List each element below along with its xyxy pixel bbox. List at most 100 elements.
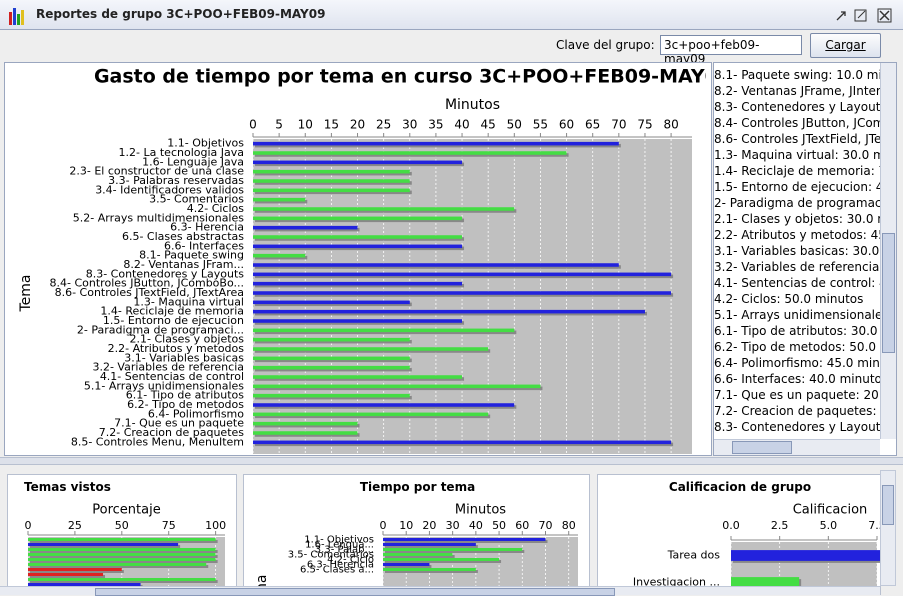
list-item[interactable]: 8.4- Controles JButton, JComb (714, 116, 880, 130)
x-tick-label: 10 (298, 118, 313, 132)
y-tick-label: 1.1- Objetivos (304, 535, 374, 546)
y-tick-label: 5.1- Arrays unidimensionales (84, 379, 244, 392)
y-tick-label: 6.2- Tipo de metodos (127, 398, 244, 411)
list-item[interactable]: 8.2- Ventanas JFrame, JInterna (714, 84, 880, 98)
split-divider[interactable] (0, 457, 903, 465)
bar (253, 309, 645, 314)
y-tick-label: 3.3- Palab... (315, 545, 374, 556)
list-item[interactable]: 6.4- Polimorfismo: 45.0 minuto (714, 356, 880, 370)
x-axis-title: Porcentaje (92, 503, 160, 518)
bar (28, 553, 216, 556)
bar (253, 225, 358, 230)
x-tick-label: 35 (428, 118, 443, 132)
bar-shadow (255, 349, 491, 353)
x-tick-label: 0 (380, 519, 387, 532)
list-item[interactable]: 4.1- Sentencias de control: 40. (714, 276, 880, 290)
bar-shadow (255, 311, 647, 316)
bar (253, 347, 489, 351)
list-item[interactable]: 4.2- Ciclos: 50.0 minutos (714, 292, 864, 306)
list-item[interactable]: 2- Paradigma de programacion (714, 196, 880, 210)
y-tick-label: 6.4- Polimorfismo (148, 407, 244, 420)
group-key-input[interactable]: 3c+poo+feb09-may09 (660, 35, 802, 66)
time-chart: Minutos Tema 0 10 20 30 40 50 60 70 80 1.1- Objetiv… (254, 503, 578, 586)
x-tick-label: 0 (25, 519, 32, 532)
y-tick-label: 4.1- Sentencias de control (100, 370, 244, 383)
x-tick-label: 40 (469, 519, 483, 532)
list-item[interactable]: 3.2- Variables de referencia: 30 (714, 260, 880, 274)
y-tick-label: 6.3- Herencia (170, 221, 244, 234)
list-item[interactable]: 6.6- Interfaces: 40.0 minutos (714, 372, 880, 386)
list-item[interactable]: 7.1- Que es un paquete: 20.0 r (714, 388, 880, 402)
bar (28, 563, 207, 566)
horizontal-scrollbar[interactable] (714, 439, 880, 455)
x-tick-label: 0.0 (722, 519, 740, 532)
bar-shadow (255, 377, 465, 381)
bar-shadow (255, 227, 360, 232)
bar (253, 412, 489, 417)
list-item[interactable]: 2.1- Clases y objetos: 30.0 min (714, 212, 880, 226)
bar-shadow (30, 580, 218, 583)
bar-shadow (255, 153, 569, 157)
bar (253, 281, 463, 286)
bottom-horizontal-scrollbar[interactable] (0, 586, 880, 596)
bar-shadow (255, 237, 465, 241)
bottom-vertical-scrollbar[interactable] (880, 470, 896, 586)
list-item[interactable]: 6.1- Tipo de atributos: 30.0 min (714, 324, 880, 338)
x-tick-label: 40 (454, 118, 469, 132)
bar (253, 319, 463, 323)
list-item[interactable]: 1.5- Entorno de ejecucion: 40.0 (714, 180, 880, 194)
bar-shadow (385, 555, 455, 558)
load-button[interactable]: Cargar (810, 33, 881, 58)
list-item[interactable]: 8.6- Controles JTextField, JTex (714, 132, 880, 146)
x-tick-label: 50 (492, 519, 506, 532)
bar-shadow (30, 550, 218, 553)
panel-title: Tiempo por tema (359, 480, 476, 494)
bar (383, 563, 430, 566)
x-tick-label: 45 (481, 118, 496, 132)
panel-title: Temas vistos (24, 480, 111, 494)
bar (253, 272, 672, 277)
list-item[interactable]: 6.2- Tipo de metodos: 50.0 minu (714, 340, 880, 354)
list-item[interactable]: 8.1- Paquete swing: 10.0 minu (714, 68, 880, 82)
bar-shadow (255, 386, 543, 391)
x-tick-label: 30 (446, 519, 460, 532)
y-tick-label: 6.3- Herencia (307, 560, 374, 571)
list-item[interactable]: 7.2- Creacion de paquetes: 20 (714, 404, 880, 418)
list-item[interactable]: 5.1- Arrays unidimensionales: (714, 308, 880, 322)
list-item[interactable]: 2.2- Atributos y metodos: 45.0 i (714, 228, 880, 242)
scroll-thumb[interactable] (732, 441, 792, 454)
vertical-scrollbar[interactable] (880, 63, 896, 439)
y-tick-label: 2- Paradigma de programaci... (77, 323, 244, 336)
bar (383, 548, 523, 551)
scroll-thumb[interactable] (882, 233, 895, 353)
list-item[interactable]: 8.3- Contenedores y Layouts: 8 (714, 420, 880, 434)
y-tick-label: 3.5- Comentarios (149, 193, 244, 206)
y-tick-label: 8.6- Controles JTextField, JTextArea (55, 286, 244, 299)
y-tick-label: 6.1- Tipo de atributos (126, 389, 244, 402)
x-tick-label: 60 (515, 519, 529, 532)
bar-shadow (30, 545, 181, 548)
bar (383, 558, 500, 561)
x-axis-title: Minutos (445, 97, 500, 113)
y-tick-label: 7.2- Creacion de paquetes (99, 426, 245, 439)
y-tick-label: 8.1- Paquete swing (139, 249, 244, 262)
y-tick-label: 3.1- Variables basicas (124, 351, 244, 364)
list-item[interactable]: 3.1- Variables basicas: 30.0 mi (714, 244, 880, 258)
scroll-thumb[interactable] (882, 485, 894, 525)
bar-shadow (255, 330, 517, 335)
bar (253, 356, 410, 361)
list-item[interactable]: 1.4- Reciclaje de memoria: 75. (714, 164, 880, 178)
y-tick-label: 3.4- Identificadores validos (95, 183, 244, 196)
list-item[interactable]: 1.3- Maquina virtual: 30.0 minu (714, 148, 880, 162)
y-tick-label: 1.6- Lengua... (305, 540, 374, 551)
bar (731, 550, 880, 561)
x-tick-label: 75 (162, 519, 176, 532)
x-tick-label: 50 (507, 118, 522, 132)
window-controls[interactable] (833, 6, 897, 26)
grade-chart: Calificacion 0.0 2.5 5.0 7.5 Tarea dos Investi… (633, 503, 880, 586)
bar (28, 573, 104, 576)
y-tick-label: 8.5- Controles Menu, MenuItem (71, 435, 244, 448)
bar-shadow (30, 565, 209, 568)
list-item[interactable]: 8.3- Contenedores y Layouts: 1 (714, 100, 880, 114)
